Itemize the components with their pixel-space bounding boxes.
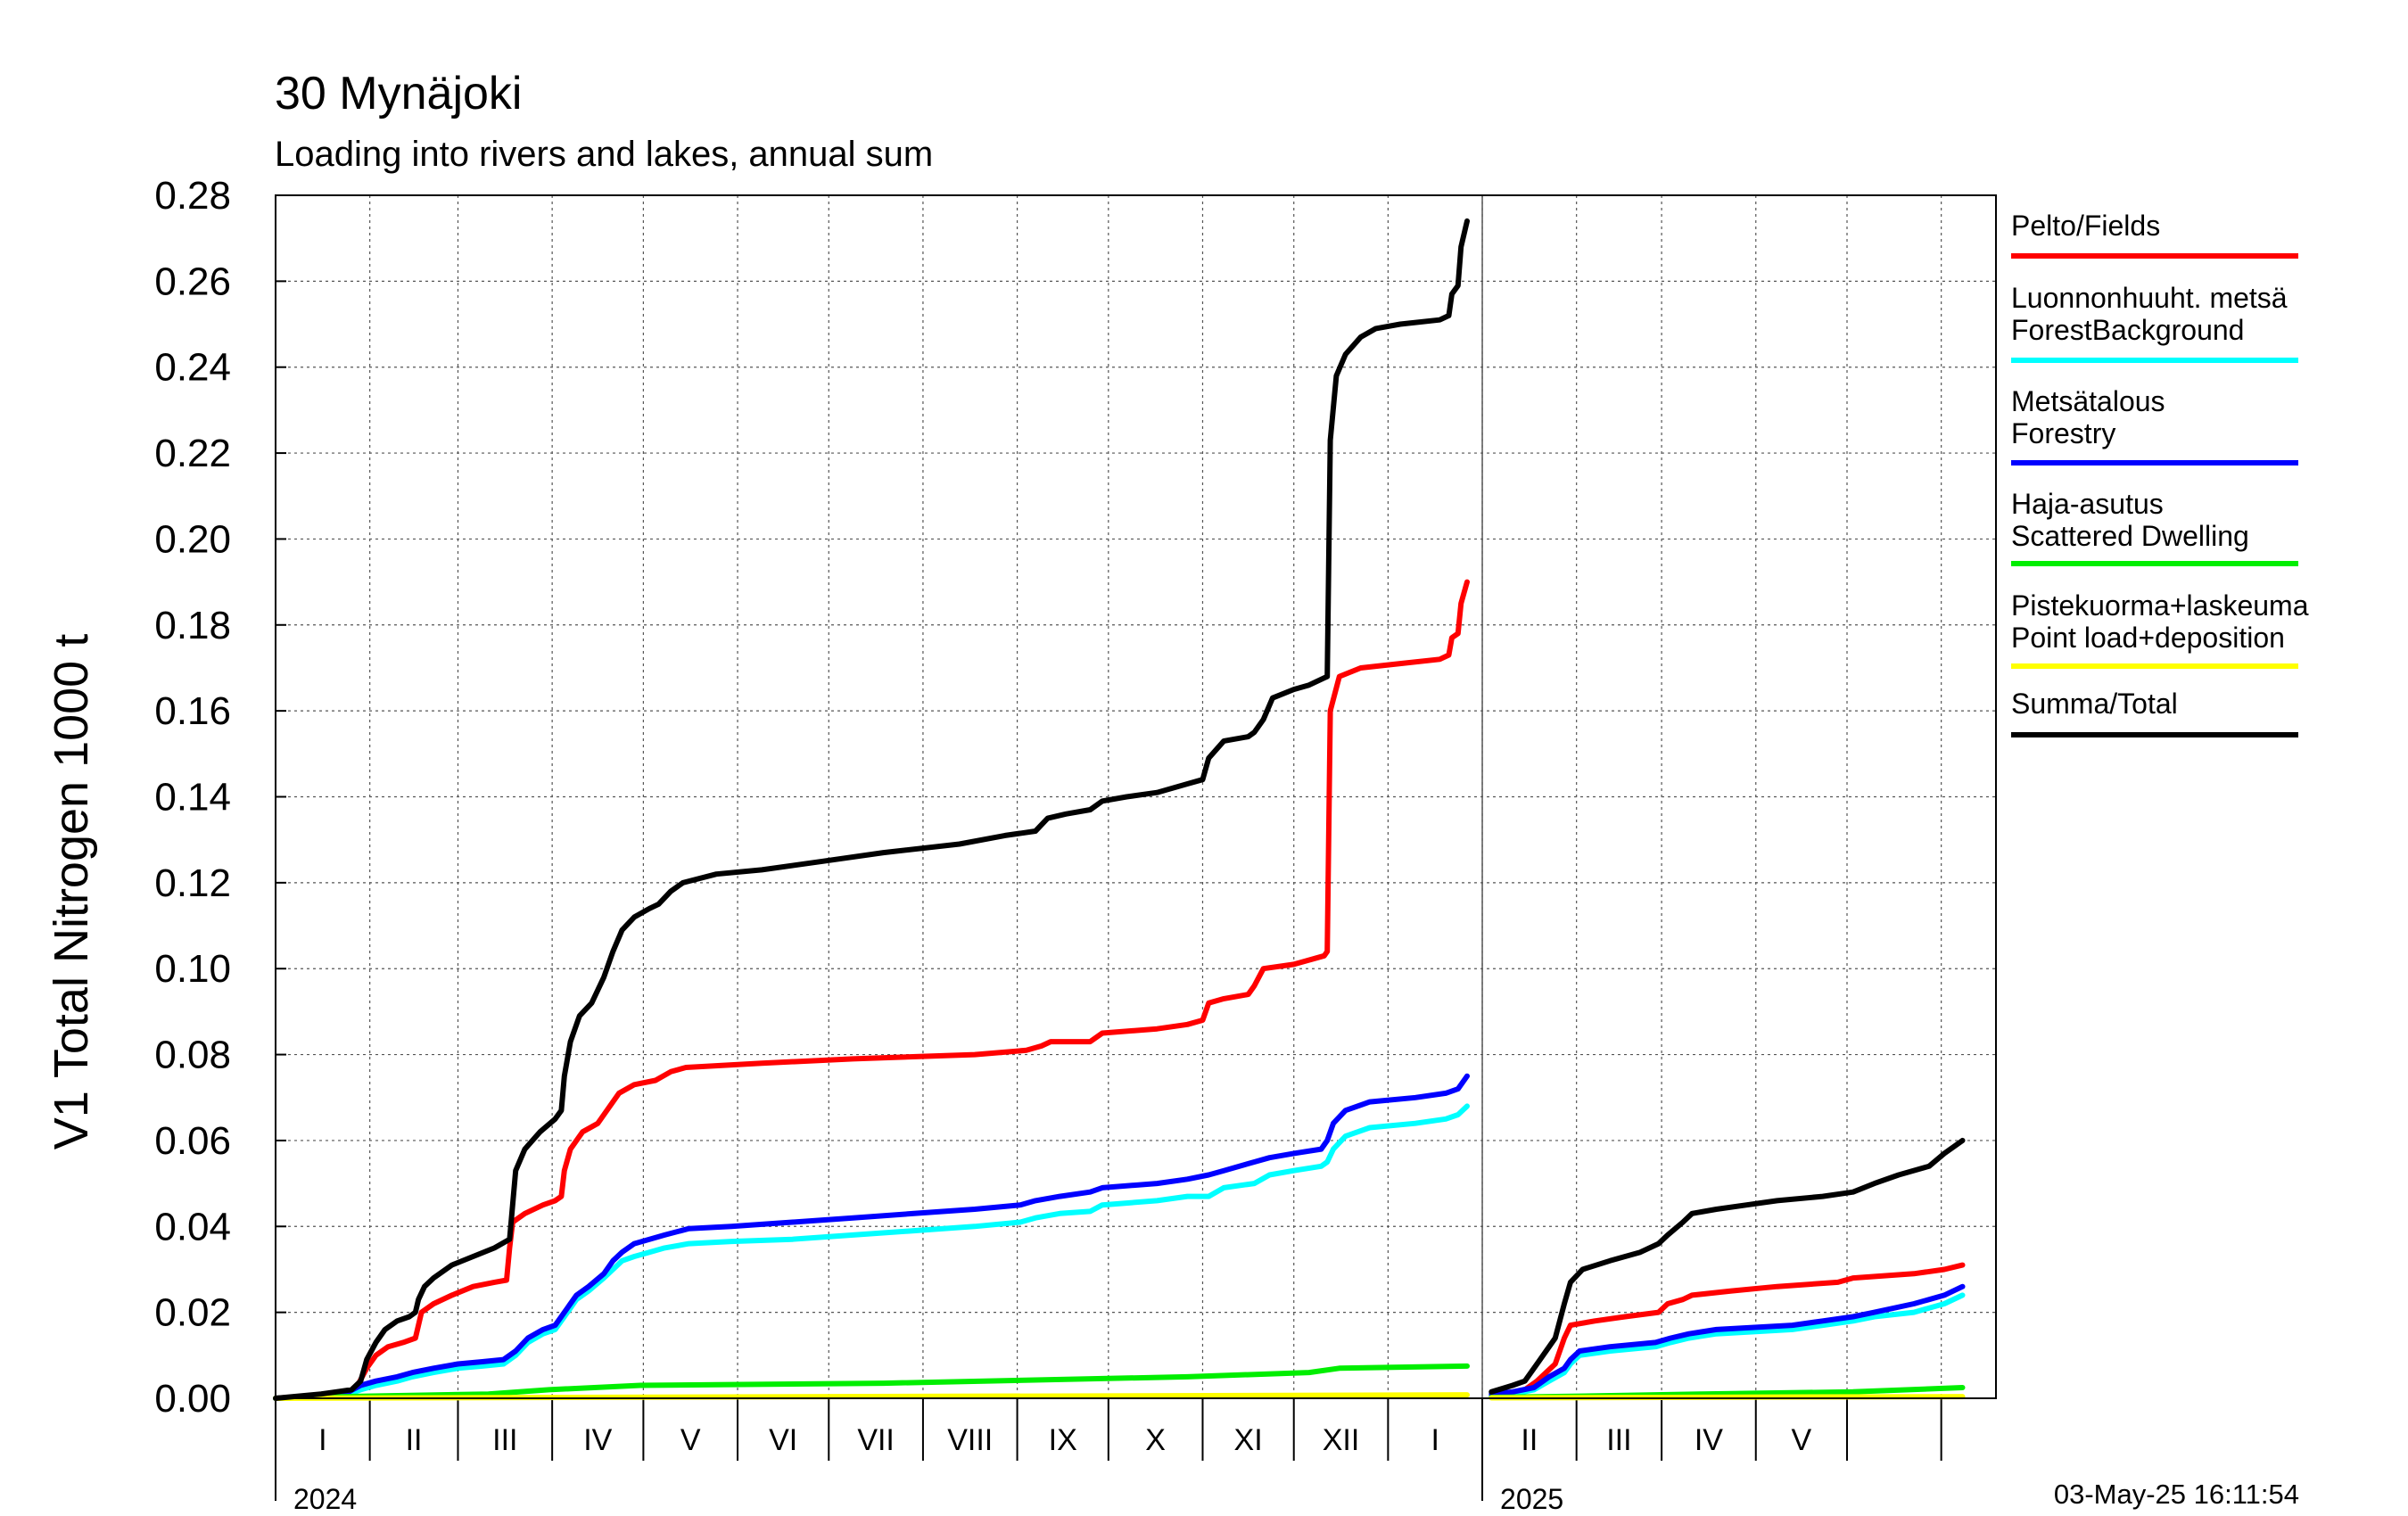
y-tick-label: 0.22 xyxy=(154,432,231,475)
month-label: VII xyxy=(857,1423,895,1457)
month-label: XII xyxy=(1323,1423,1360,1457)
y-tick-label: 0.06 xyxy=(154,1119,231,1163)
legend-label: Pistekuorma+laskeuma xyxy=(2011,589,2309,622)
month-label: XI xyxy=(1234,1423,1263,1457)
month-label: VIII xyxy=(947,1423,993,1457)
series-line-5 xyxy=(1489,1137,1966,1395)
y-tick-label: 0.08 xyxy=(154,1034,231,1077)
month-label: I xyxy=(318,1423,326,1457)
month-label: II xyxy=(406,1423,423,1457)
chart-title: 30 Mynäjoki xyxy=(275,68,522,119)
year-label: 2024 xyxy=(293,1483,357,1515)
y-tick-label: 0.12 xyxy=(154,861,231,905)
legend-label: Pelto/Fields xyxy=(2011,210,2160,242)
chart-subtitle: Loading into rivers and lakes, annual su… xyxy=(275,135,933,174)
timestamp: 03-May-25 16:11:54 xyxy=(2054,1479,2299,1510)
series-line-0 xyxy=(1489,1262,1966,1399)
month-label: II xyxy=(1521,1423,1538,1457)
plot-frame xyxy=(275,194,1997,1399)
series-line-0 xyxy=(273,579,1470,1401)
month-label: V xyxy=(680,1423,701,1457)
month-label: III xyxy=(1606,1423,1631,1457)
y-tick-label: 0.04 xyxy=(154,1205,231,1248)
month-label: I xyxy=(1431,1423,1439,1457)
series-line-3 xyxy=(273,1363,1470,1401)
y-tick-label: 0.26 xyxy=(154,260,231,303)
legend-label: Scattered Dwelling xyxy=(2011,520,2249,552)
month-label: IV xyxy=(1695,1423,1723,1457)
legend: Pelto/Fields Luonnonhuuht. metsäForestBac… xyxy=(2011,210,2309,737)
y-tick-label: 0.24 xyxy=(154,346,231,390)
series-lines xyxy=(273,218,1966,1401)
series-line-2 xyxy=(273,1073,1470,1401)
y-tick-label: 0.02 xyxy=(154,1291,231,1335)
y-tick-label: 0.16 xyxy=(154,689,231,733)
month-label: III xyxy=(492,1423,517,1457)
legend-label: Haja-asutus xyxy=(2011,488,2164,520)
y-axis-label: V1 Total Nitrogen 1000 t xyxy=(45,634,98,1149)
y-tick-label: 0.28 xyxy=(154,174,231,218)
gridlines xyxy=(276,195,1996,1398)
month-label: V xyxy=(1792,1423,1812,1457)
year-label: 2025 xyxy=(1500,1483,1563,1515)
month-label: IV xyxy=(583,1423,612,1457)
y-tick-label: 0.20 xyxy=(154,517,231,561)
series-line-5 xyxy=(273,218,1470,1401)
legend-label: Point load+deposition xyxy=(2011,622,2285,654)
month-label: IX xyxy=(1049,1423,1077,1457)
y-tick-label: 0.10 xyxy=(154,947,231,991)
y-tick-label: 0.18 xyxy=(154,604,231,647)
legend-label: Luonnonhuuht. metsä xyxy=(2011,282,2288,314)
legend-label: Metsätalous xyxy=(2011,385,2165,417)
legend-label: Summa/Total xyxy=(2011,688,2178,720)
y-tick-label: 0.00 xyxy=(154,1377,231,1421)
series-line-2 xyxy=(1489,1283,1966,1397)
legend-label: Forestry xyxy=(2011,417,2115,449)
series-line-1 xyxy=(273,1103,1470,1401)
y-axis-ticks: 0.00 0.02 0.04 0.06 0.08 0.10 0.12 0.14 0.16 0.18… xyxy=(154,174,286,1421)
month-label: VI xyxy=(769,1423,797,1457)
month-label: X xyxy=(1145,1423,1166,1457)
y-tick-label: 0.14 xyxy=(154,776,231,820)
series-line-1 xyxy=(1489,1292,1966,1399)
legend-label: ForestBackground xyxy=(2011,314,2244,346)
